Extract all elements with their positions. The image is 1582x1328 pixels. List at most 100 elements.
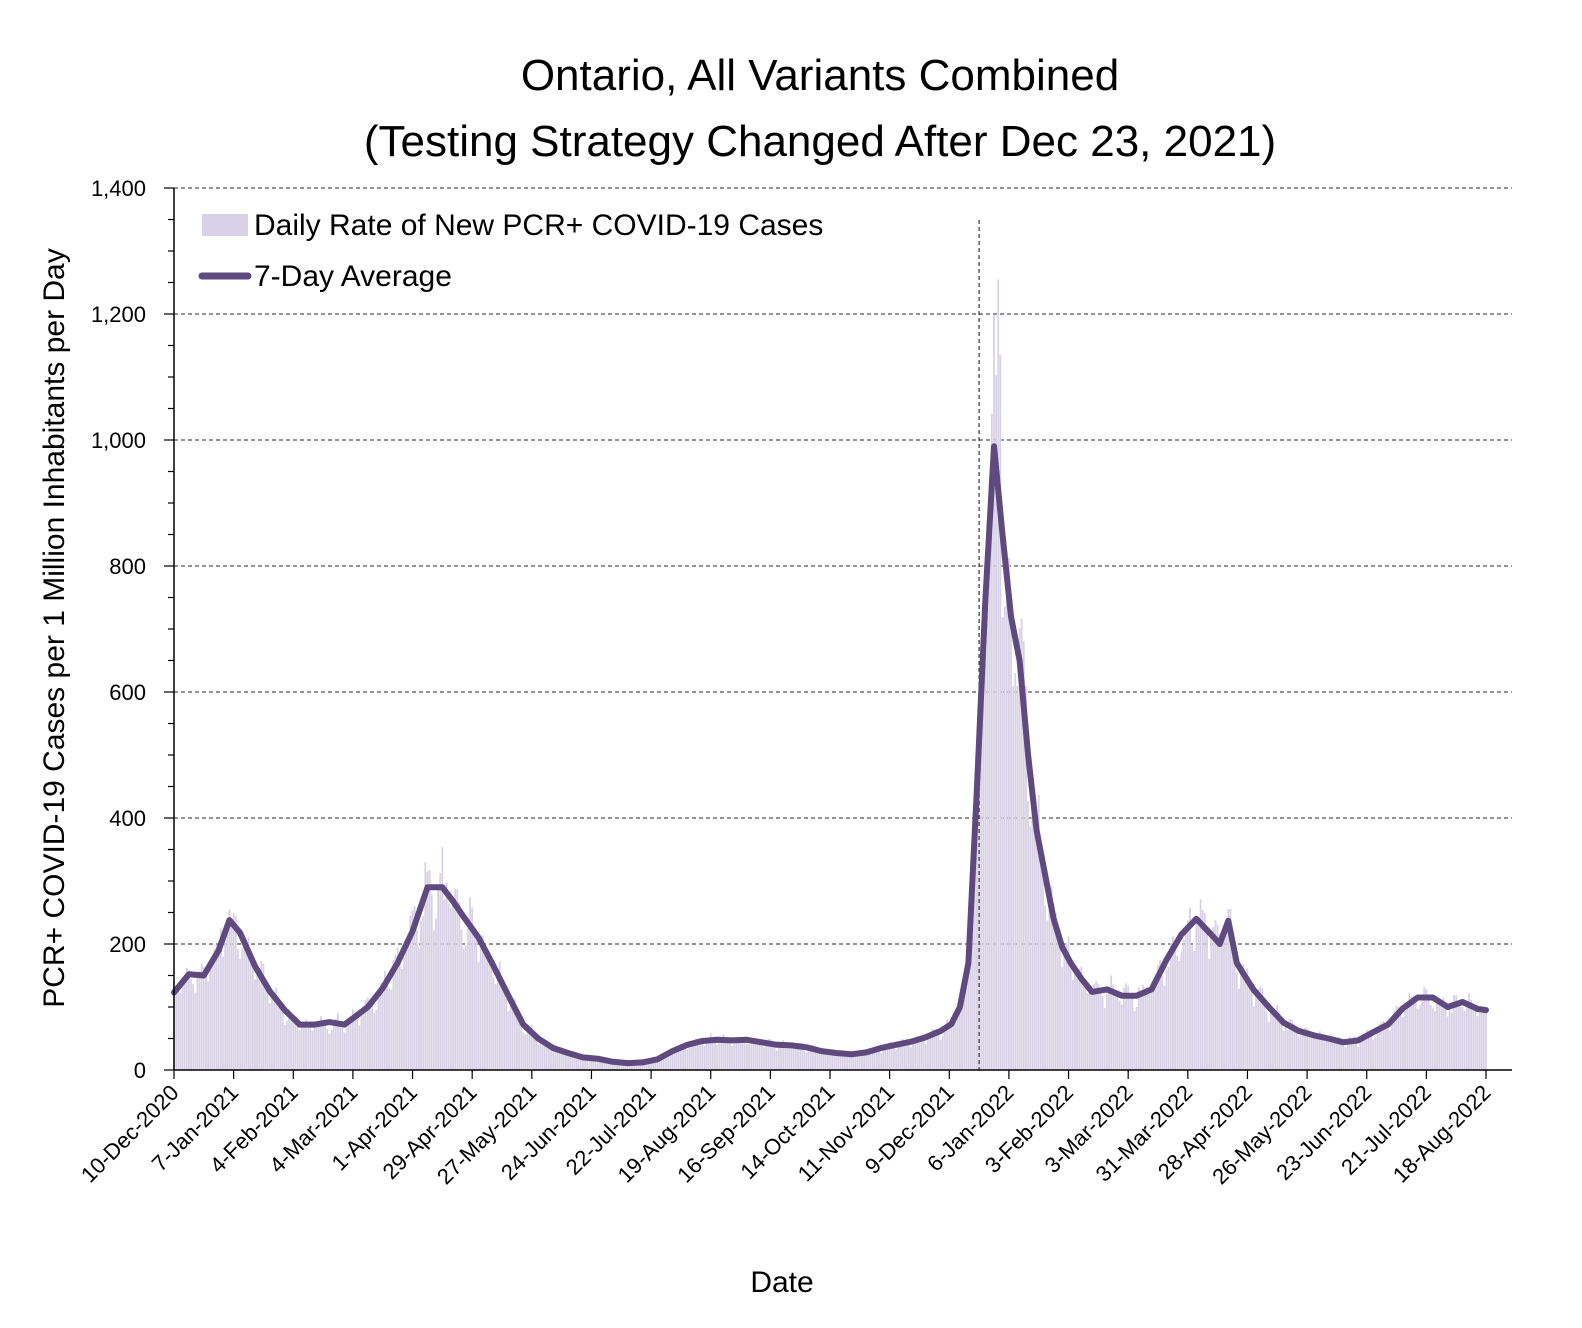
daily-bar	[1287, 1029, 1289, 1070]
daily-bar	[1344, 1047, 1347, 1070]
daily-bar	[275, 987, 278, 1070]
daily-bar	[1025, 686, 1027, 1070]
daily-bar	[362, 1009, 365, 1070]
daily-bar	[1378, 1024, 1381, 1070]
daily-bar	[543, 1040, 546, 1070]
daily-bar	[445, 882, 448, 1070]
daily-bar	[1485, 1007, 1487, 1070]
daily-bar	[452, 896, 454, 1070]
daily-bar	[848, 1055, 851, 1070]
daily-bar	[1150, 992, 1153, 1070]
daily-bar	[539, 1040, 542, 1070]
daily-bar	[294, 1016, 297, 1070]
daily-bar	[997, 279, 1000, 1071]
daily-bar	[752, 1038, 755, 1070]
daily-bar	[271, 993, 273, 1070]
daily-bar	[965, 976, 968, 1070]
daily-bar	[281, 1010, 284, 1070]
daily-bar	[613, 1062, 616, 1070]
daily-bar	[803, 1050, 806, 1070]
legend-label-average-line: 7-Day Average	[254, 260, 452, 293]
daily-bar	[258, 968, 261, 1070]
daily-bar	[1071, 979, 1074, 1070]
daily-bar	[1029, 826, 1032, 1070]
daily-bar	[1127, 985, 1130, 1070]
daily-bar	[737, 1036, 740, 1070]
daily-bar	[592, 1057, 595, 1070]
daily-bar	[1367, 1035, 1370, 1070]
daily-bar	[780, 1044, 782, 1070]
daily-bar	[839, 1051, 842, 1070]
daily-bar	[763, 1047, 765, 1070]
daily-bar	[1163, 985, 1166, 1070]
daily-bar	[222, 956, 224, 1070]
daily-bar	[805, 1052, 808, 1070]
daily-bar	[671, 1054, 674, 1070]
daily-bar	[1453, 995, 1455, 1070]
daily-bar	[1120, 1004, 1123, 1070]
daily-bar	[829, 1049, 831, 1070]
daily-bar	[750, 1040, 753, 1070]
daily-bar	[418, 947, 420, 1070]
daily-bar	[1391, 1023, 1394, 1070]
daily-bar	[405, 950, 408, 1070]
daily-bar	[217, 941, 220, 1070]
daily-bar	[1374, 1037, 1377, 1070]
daily-bar	[1235, 972, 1238, 1070]
daily-bar	[854, 1052, 857, 1070]
daily-bar	[582, 1058, 584, 1070]
daily-bar	[1012, 686, 1015, 1070]
y-tick-label: 1,200	[91, 302, 146, 327]
daily-bar	[234, 915, 237, 1070]
daily-bar	[1101, 996, 1104, 1070]
daily-bar	[927, 1037, 929, 1070]
daily-bar	[403, 957, 405, 1070]
daily-bar	[205, 972, 207, 1070]
daily-bar	[699, 1043, 701, 1070]
daily-bar	[492, 977, 495, 1070]
daily-bar	[1416, 1008, 1419, 1070]
daily-bar	[895, 1049, 897, 1070]
daily-bar	[1001, 617, 1004, 1070]
daily-bar	[273, 1002, 275, 1070]
daily-bar	[1108, 986, 1110, 1070]
daily-bar	[729, 1041, 731, 1070]
daily-bar	[846, 1051, 848, 1070]
daily-bar	[931, 1029, 934, 1070]
daily-bar	[1184, 929, 1187, 1070]
daily-bar	[464, 945, 467, 1070]
x-axis-label: Date	[750, 1266, 813, 1299]
daily-bar	[311, 1030, 314, 1070]
daily-bar	[1216, 924, 1219, 1070]
daily-bar	[1355, 1041, 1357, 1070]
daily-bar	[1284, 1023, 1287, 1070]
daily-bar	[332, 1024, 335, 1070]
daily-bar	[633, 1061, 635, 1070]
daily-bar	[575, 1053, 578, 1070]
daily-bar	[1308, 1030, 1311, 1070]
daily-bar	[1385, 1027, 1387, 1070]
daily-bar	[1427, 997, 1430, 1070]
daily-bar	[1257, 989, 1259, 1070]
daily-bar	[516, 1008, 518, 1070]
legend-swatch-daily-bars	[202, 214, 248, 236]
daily-bar	[313, 1027, 316, 1070]
daily-bar	[1265, 1011, 1268, 1070]
daily-bar	[596, 1060, 599, 1070]
daily-bar	[660, 1056, 663, 1070]
daily-bar	[1465, 1003, 1468, 1070]
daily-bar	[1195, 916, 1198, 1070]
daily-bar	[844, 1053, 846, 1070]
daily-bar	[1159, 960, 1162, 1070]
daily-bar	[202, 967, 205, 1070]
daily-bar	[765, 1040, 767, 1070]
daily-bar	[1325, 1040, 1328, 1070]
daily-bar	[826, 1051, 829, 1070]
daily-bar	[1382, 1020, 1385, 1070]
daily-bar	[447, 903, 450, 1070]
daily-bar	[1042, 873, 1044, 1070]
daily-bar	[264, 984, 267, 1070]
daily-bar	[1410, 996, 1413, 1070]
daily-bar	[1033, 795, 1036, 1070]
daily-bar	[268, 1003, 271, 1070]
